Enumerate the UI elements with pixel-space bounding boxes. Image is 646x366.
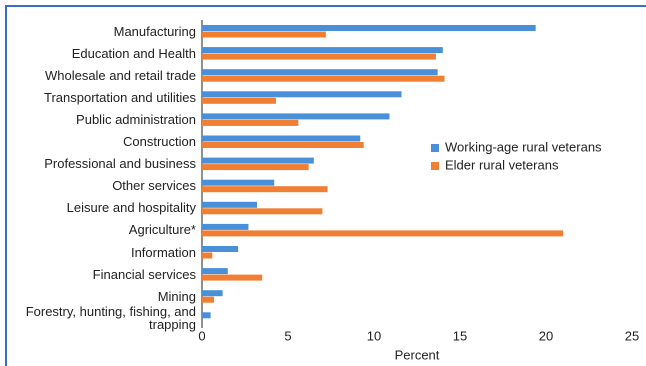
- legend-swatch: [431, 144, 439, 152]
- bar: [202, 312, 211, 319]
- bar: [202, 47, 443, 54]
- legend-label: Working-age rural veterans: [445, 139, 602, 154]
- y-tick-label: Agriculture*: [128, 222, 196, 238]
- bar: [202, 179, 275, 186]
- bar: [202, 246, 239, 252]
- bar: [202, 91, 402, 98]
- x-tick-label: 20: [539, 328, 553, 343]
- bar: [202, 252, 213, 259]
- bar: [202, 135, 361, 142]
- y-tick-label: Transportation and utilities: [44, 89, 196, 105]
- bar: [202, 69, 438, 76]
- bar: [202, 113, 390, 120]
- bar: [202, 230, 564, 237]
- bar: [202, 223, 249, 230]
- y-tick-label: Professional and business: [44, 156, 196, 172]
- bar: [202, 142, 364, 148]
- y-tick-label: Information: [130, 244, 196, 260]
- bar: [202, 164, 309, 171]
- y-tick-label: Public administration: [76, 111, 196, 127]
- x-tick-label: 15: [453, 328, 467, 343]
- bar: [202, 274, 263, 281]
- y-tick-label: Wholesale and retail trade: [44, 67, 196, 83]
- y-tick-label: Other services: [112, 178, 196, 194]
- x-tick-label: 25: [625, 328, 639, 343]
- y-tick-label: Leisure and hospitality: [66, 200, 196, 216]
- y-tick-label: Mining: [157, 288, 196, 304]
- x-tick-label: 0: [198, 328, 205, 343]
- bar: [202, 31, 326, 38]
- bar: [202, 53, 436, 60]
- bar: [202, 201, 258, 208]
- bar: [202, 97, 276, 104]
- x-tick-label: 10: [367, 328, 381, 343]
- y-tick-label: Forestry, hunting, fishing, and trapping: [25, 304, 196, 333]
- y-tick-label: Manufacturing: [113, 23, 196, 39]
- legend-label: Elder rural veterans: [445, 157, 559, 172]
- bar: [202, 186, 328, 193]
- category-labels: Manufacturing Education and Health Wholesa…: [0, 0, 196, 366]
- y-tick-label: Financial services: [92, 266, 196, 282]
- bar: [202, 208, 323, 215]
- bar: [202, 119, 299, 126]
- bar: [202, 75, 445, 82]
- x-axis-label: Percent: [395, 347, 440, 362]
- bar: [202, 157, 314, 164]
- bar: [202, 268, 228, 275]
- legend-swatch: [431, 162, 439, 170]
- bar: [202, 296, 215, 303]
- bar: [202, 25, 536, 31]
- y-tick-label: Construction: [123, 134, 196, 149]
- x-tick-label: 5: [284, 328, 291, 343]
- bar: [202, 290, 223, 297]
- y-tick-label: Education and Health: [71, 45, 196, 61]
